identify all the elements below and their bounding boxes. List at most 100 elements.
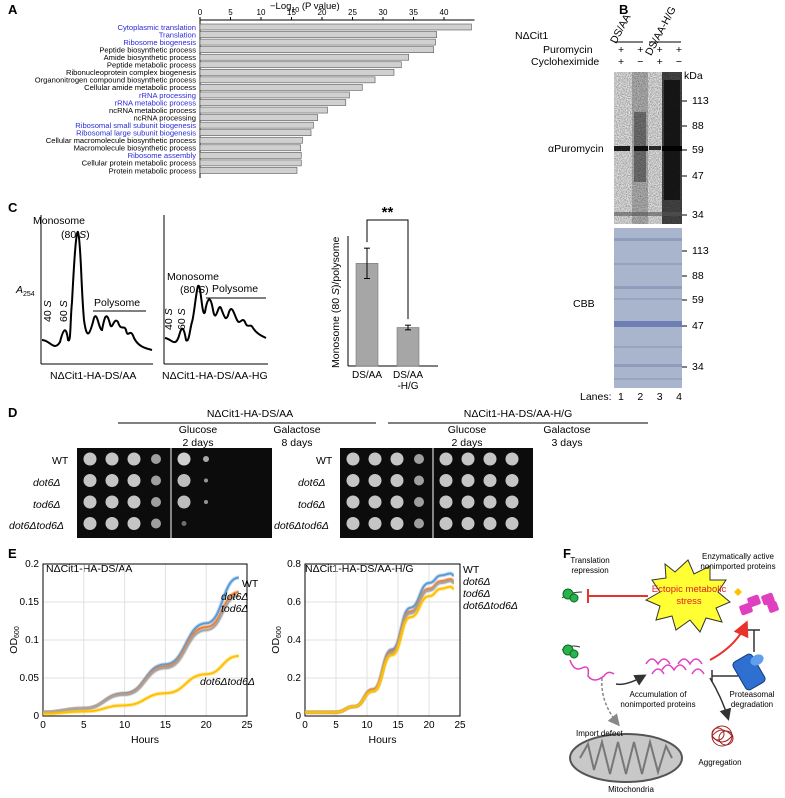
go-bar — [199, 91, 350, 99]
yeast-spot — [483, 517, 497, 530]
go-term-label: Ribonucleoprotein complex biogenesis — [66, 68, 196, 77]
growth-curve-dot6Δtod6Δ — [42, 654, 239, 715]
yeast-spot — [83, 517, 97, 530]
ytick-label: 0 — [33, 711, 39, 722]
marker-113-bottom: 113 — [692, 245, 709, 257]
go-bar — [199, 121, 314, 129]
ytick-label: 0.15 — [20, 597, 40, 608]
go-term-label: Cellular macromolecule biosynthetic proc… — [46, 136, 196, 145]
panel-label-d: D — [8, 405, 18, 420]
go-term-label: Peptide biosynthetic process — [99, 45, 196, 54]
ytick-label: 0.6 — [287, 597, 301, 608]
growth-title-right: NΔCit1-HA-DS/AA-H/G — [305, 563, 414, 575]
go-bar — [199, 53, 409, 61]
left-galactose-time: 8 days — [281, 437, 313, 449]
lane-2-puromycin: + — [637, 44, 644, 56]
go-bar — [199, 99, 347, 106]
yeast-spot — [83, 474, 97, 487]
go-term-label: Cellular amide metabolic process — [84, 83, 196, 92]
xaxis-label: Hours — [368, 734, 396, 746]
ytick-label: 0.2 — [25, 559, 39, 570]
import-defect-label: Import defect — [576, 729, 623, 738]
spot-title-right-underline — [388, 422, 648, 424]
e-left-label-double: dot6Δtod6Δ — [200, 676, 255, 688]
go-xtick-label: 20 — [318, 8, 327, 17]
enzymatic-label-1: Enzymatically active — [701, 552, 775, 561]
yeast-spot — [439, 495, 453, 509]
puromycin-western-blot — [614, 72, 682, 224]
growth-curve-tod6Δ — [42, 594, 240, 714]
spot-title-left: NΔCit1-HA-DS/AA — [206, 408, 294, 420]
group-underline — [614, 41, 681, 43]
go-xaxis-title: −Log10 (P value) — [270, 1, 340, 14]
growth-band — [305, 577, 455, 715]
go-bar — [199, 167, 298, 174]
profile-caption-right: NΔCit1-HA-DS/AA-HG — [162, 370, 268, 382]
lane-3: 3 — [656, 391, 663, 403]
xtick-label: 5 — [81, 720, 87, 731]
lane-2-cycloheximide: − — [637, 56, 644, 68]
enzymatic-label-2: nonimported proteins — [700, 562, 776, 571]
lane-4-puromycin: + — [675, 44, 682, 56]
import-defect-arrow — [601, 677, 620, 727]
go-bar — [199, 144, 301, 152]
growth-curve-dot6Δtod6Δ — [305, 585, 454, 714]
significance-bracket — [366, 219, 409, 320]
go-bar — [199, 69, 395, 76]
lane-3-cycloheximide: + — [656, 56, 663, 68]
go-bar — [199, 84, 363, 91]
polysome-label-left: Polysome — [94, 297, 141, 309]
yeast-spot — [105, 452, 119, 466]
go-term-label: Amide biosynthetic process — [104, 53, 197, 62]
yeast-spot — [505, 474, 519, 487]
antibody-label: αPuromycin — [548, 143, 604, 155]
ytick-label: 0.2 — [287, 673, 301, 684]
yeast-spot — [461, 474, 475, 487]
yaxis-label: OD600 — [270, 626, 283, 654]
ytick-label: 0.1 — [25, 635, 39, 646]
go-xtick-label: 15 — [287, 8, 296, 17]
growth-curve-dot6Δ — [305, 578, 454, 714]
yeast-spot — [390, 495, 404, 509]
marker-34-bottom: 34 — [692, 361, 704, 373]
yeast-spot — [505, 517, 519, 530]
stress-label-2: stress — [676, 596, 702, 607]
yeast-spot — [177, 452, 191, 466]
yeast-spot — [368, 474, 382, 487]
strain-double-left: dot6Δtod6Δ — [9, 520, 64, 532]
e-left-label-dot6: dot6Δ — [221, 591, 249, 603]
go-term-label: Ribosome assembly — [128, 151, 197, 160]
yeast-spot — [177, 474, 191, 487]
growth-curve-tod6Δ — [305, 580, 454, 714]
growth-band — [42, 590, 240, 715]
xtick-label: 10 — [119, 720, 131, 731]
e-right-label-double: dot6Δtod6Δ — [463, 600, 518, 612]
xtick-label: 0 — [40, 720, 46, 731]
xtick-label: 15 — [392, 720, 404, 731]
strain-tod6-right: tod6Δ — [298, 499, 326, 511]
panel-label-f: F — [563, 546, 571, 561]
go-xtick-label: 25 — [348, 8, 357, 17]
lane-1-cycloheximide: + — [618, 56, 625, 68]
bar-category-label: DS/AA — [352, 370, 382, 381]
go-bar — [199, 114, 319, 121]
e-left-label-wt: WT — [242, 578, 259, 590]
left-galactose-label: Galactose — [273, 424, 321, 436]
go-term-label: Cytoplasmic translation — [118, 23, 197, 32]
xtick-label: 0 — [302, 720, 308, 731]
yeast-spot — [390, 517, 404, 530]
monosome-label-left: Monosome — [33, 215, 85, 227]
bar-category-label: -H/G — [397, 381, 418, 392]
yeast-spot — [461, 495, 475, 509]
xaxis-label: Hours — [131, 734, 159, 746]
go-bar — [199, 46, 434, 53]
lane-1: 1 — [618, 391, 624, 403]
right-galactose-label: Galactose — [543, 424, 591, 436]
go-bar — [199, 136, 303, 144]
monosome-label-right: Monosome — [167, 271, 219, 283]
go-term-label: rRNA metabolic process — [115, 98, 197, 107]
active-enzyme-icon — [734, 588, 779, 616]
s60-label-right: 60 S — [176, 308, 188, 330]
go-term-label: Ribosome biogenesis — [123, 38, 196, 47]
go-term-label: Peptide metabolic process — [107, 61, 196, 70]
